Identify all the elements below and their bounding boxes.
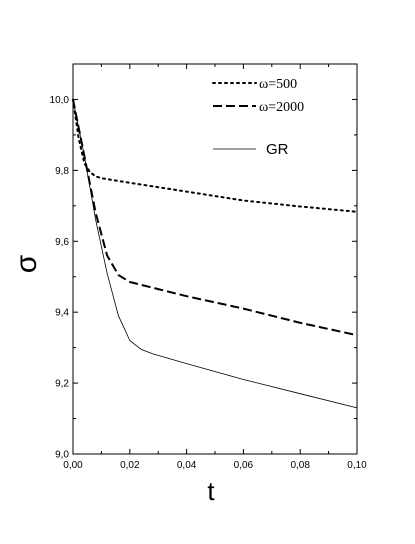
- y-tick-label: 9,0: [55, 450, 69, 461]
- x-tick-label: 0,04: [177, 460, 197, 471]
- x-tick-label: 0,10: [347, 460, 367, 471]
- x-tick-label: 0,08: [290, 460, 310, 471]
- y-tick-label: 9,4: [55, 308, 69, 319]
- labels: tσ: [10, 254, 215, 506]
- y-axis-label: σ: [10, 254, 43, 273]
- x-tick-label: 0,06: [234, 460, 254, 471]
- series-layer: [72, 98, 358, 409]
- y-tick-label: 9,6: [55, 237, 69, 248]
- y-tick-label: 10,0: [50, 95, 70, 106]
- y-tick-label: 9,2: [55, 379, 69, 390]
- plot-frame: [72, 63, 358, 455]
- legend-label-2: GR: [266, 141, 289, 158]
- series-line-2: [72, 99, 358, 409]
- legend-label-0: ω=500: [259, 77, 297, 92]
- y-tick-label: 9,8: [55, 166, 69, 177]
- legend: ω=500 ω=2000 GR: [212, 77, 304, 158]
- series-line-0: [72, 98, 358, 213]
- axes: 0,00 0,02 0,04 0,06 0,08 0,10 9,0 9,2 9,4 9,6 9,8 1…: [50, 63, 367, 471]
- x-axis-label: t: [207, 476, 215, 506]
- series-line-1: [72, 99, 358, 337]
- x-tick-label: 0,02: [120, 460, 140, 471]
- x-tick-label: 0,00: [63, 460, 83, 471]
- legend-label-1: ω=2000: [259, 100, 304, 115]
